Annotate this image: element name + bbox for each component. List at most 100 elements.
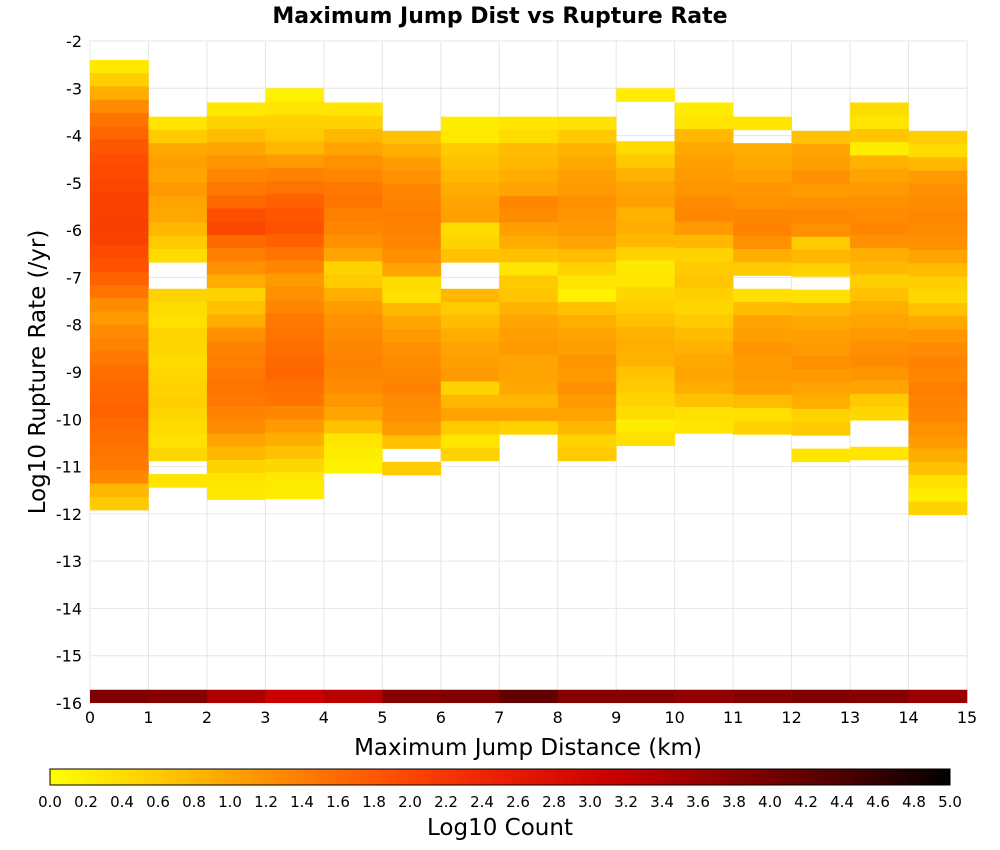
heatmap-cell	[90, 390, 149, 405]
heatmap-cell	[674, 115, 734, 130]
heatmap-cell	[265, 114, 325, 129]
heatmap-cell	[791, 210, 851, 224]
heatmap-cell	[791, 302, 851, 317]
heatmap-cell	[206, 181, 266, 196]
heatmap-cell	[148, 447, 208, 462]
heatmap-cell	[440, 394, 500, 409]
heatmap-cell	[908, 250, 968, 264]
heatmap-cell	[90, 179, 149, 193]
heatmap-cell	[148, 368, 208, 382]
heatmap-cell	[148, 341, 208, 356]
heatmap-cell	[265, 154, 325, 169]
heatmap-cell	[206, 221, 266, 236]
heatmap-cell	[791, 369, 851, 383]
heatmap-cell	[499, 421, 559, 435]
heatmap-cell	[440, 368, 500, 382]
heatmap-cell	[90, 417, 149, 431]
heatmap-cell	[148, 354, 208, 369]
heatmap-cell	[90, 139, 149, 153]
heatmap-cell	[908, 210, 968, 224]
heatmap-cell	[323, 261, 383, 275]
heatmap-bottom-cell	[206, 689, 266, 703]
heatmap-cell	[616, 432, 675, 447]
heatmap-cell	[908, 197, 968, 211]
heatmap-cell	[206, 420, 266, 434]
heatmap-bottom-cell	[674, 689, 734, 703]
heatmap-cell	[733, 354, 792, 369]
heatmap-cell	[733, 169, 792, 184]
heatmap-cell	[791, 342, 851, 357]
heatmap-cell	[90, 284, 149, 299]
heatmap-cell	[791, 250, 851, 264]
colorbar-tick-label: 4.0	[758, 793, 782, 811]
y-tick-label: -11	[56, 458, 82, 477]
heatmap-cell	[323, 142, 383, 156]
heatmap-cell	[733, 143, 792, 157]
heatmap-cell	[850, 340, 909, 355]
y-axis-ticks: -2 -3 -4 -5 -6 -7 -8 -9 -10 -11 -12 -13 -14 -15 -16	[56, 32, 82, 713]
heatmap-cell	[850, 142, 909, 156]
heatmap-cell	[908, 276, 968, 291]
heatmap-cell	[323, 367, 383, 381]
heatmap-cell	[265, 379, 325, 394]
heatmap-bottom-cell	[791, 689, 851, 703]
heatmap-cell	[265, 406, 325, 420]
heatmap-cell	[265, 445, 325, 460]
heatmap-cell	[265, 167, 325, 182]
heatmap-cell	[499, 328, 559, 343]
heatmap-cell	[791, 395, 851, 410]
heatmap-cell	[557, 222, 617, 237]
heatmap-cell	[557, 394, 617, 409]
y-tick-label: -6	[66, 221, 82, 240]
heatmap-cell	[265, 220, 325, 235]
heatmap-cell	[323, 155, 383, 169]
heatmap-cell	[733, 156, 792, 170]
heatmap-cell	[206, 367, 266, 381]
heatmap-bottom-cell	[323, 689, 383, 703]
heatmap-cell	[791, 170, 851, 185]
heatmap-cell	[557, 156, 617, 170]
heatmap-cell	[206, 393, 266, 408]
heatmap-bottom-cell	[557, 689, 617, 703]
heatmap-cell	[90, 86, 149, 100]
heatmap-cell	[850, 301, 909, 315]
heatmap-cell	[265, 419, 325, 433]
heatmap-cell	[557, 407, 617, 422]
colorbar-tick-label: 3.2	[614, 793, 638, 811]
heatmap-cell	[616, 180, 675, 195]
heatmap-cell	[265, 300, 325, 314]
heatmap-cell	[499, 169, 559, 184]
heatmap-cell	[674, 181, 734, 196]
y-tick-label: -2	[66, 32, 82, 51]
heatmap-cell	[206, 128, 266, 143]
heatmap-cell	[148, 328, 208, 343]
heatmap-cell	[499, 116, 559, 131]
heatmap-cell	[616, 220, 675, 235]
heatmap-cell	[148, 249, 208, 263]
heatmap-cell	[908, 144, 968, 158]
colorbar-tick-label: 4.2	[794, 793, 818, 811]
heatmap-cell	[557, 421, 617, 435]
heatmap-cell	[616, 379, 675, 394]
heatmap-cell	[206, 406, 266, 421]
heatmap-cell	[733, 288, 792, 303]
heatmap-cell	[323, 459, 383, 474]
heatmap-cell	[206, 208, 266, 222]
heatmap-cell	[265, 313, 325, 327]
heatmap-cell	[382, 408, 442, 423]
heatmap-cell	[733, 381, 792, 395]
x-tick-label: 10	[664, 708, 684, 727]
y-tick-label: -13	[56, 552, 82, 571]
heatmap-cell	[323, 406, 383, 421]
heatmap-cell	[323, 327, 383, 342]
heatmap-cell	[90, 126, 149, 140]
heatmap-cell	[791, 289, 851, 304]
heatmap-cell	[499, 235, 559, 250]
heatmap-bottom-cell	[616, 689, 675, 703]
heatmap-cell	[908, 355, 968, 370]
y-tick-label: -10	[56, 410, 82, 429]
heatmap-cell	[323, 354, 383, 368]
heatmap-cell	[674, 248, 734, 262]
heatmap-cell	[148, 116, 208, 131]
heatmap-cell	[90, 298, 149, 312]
